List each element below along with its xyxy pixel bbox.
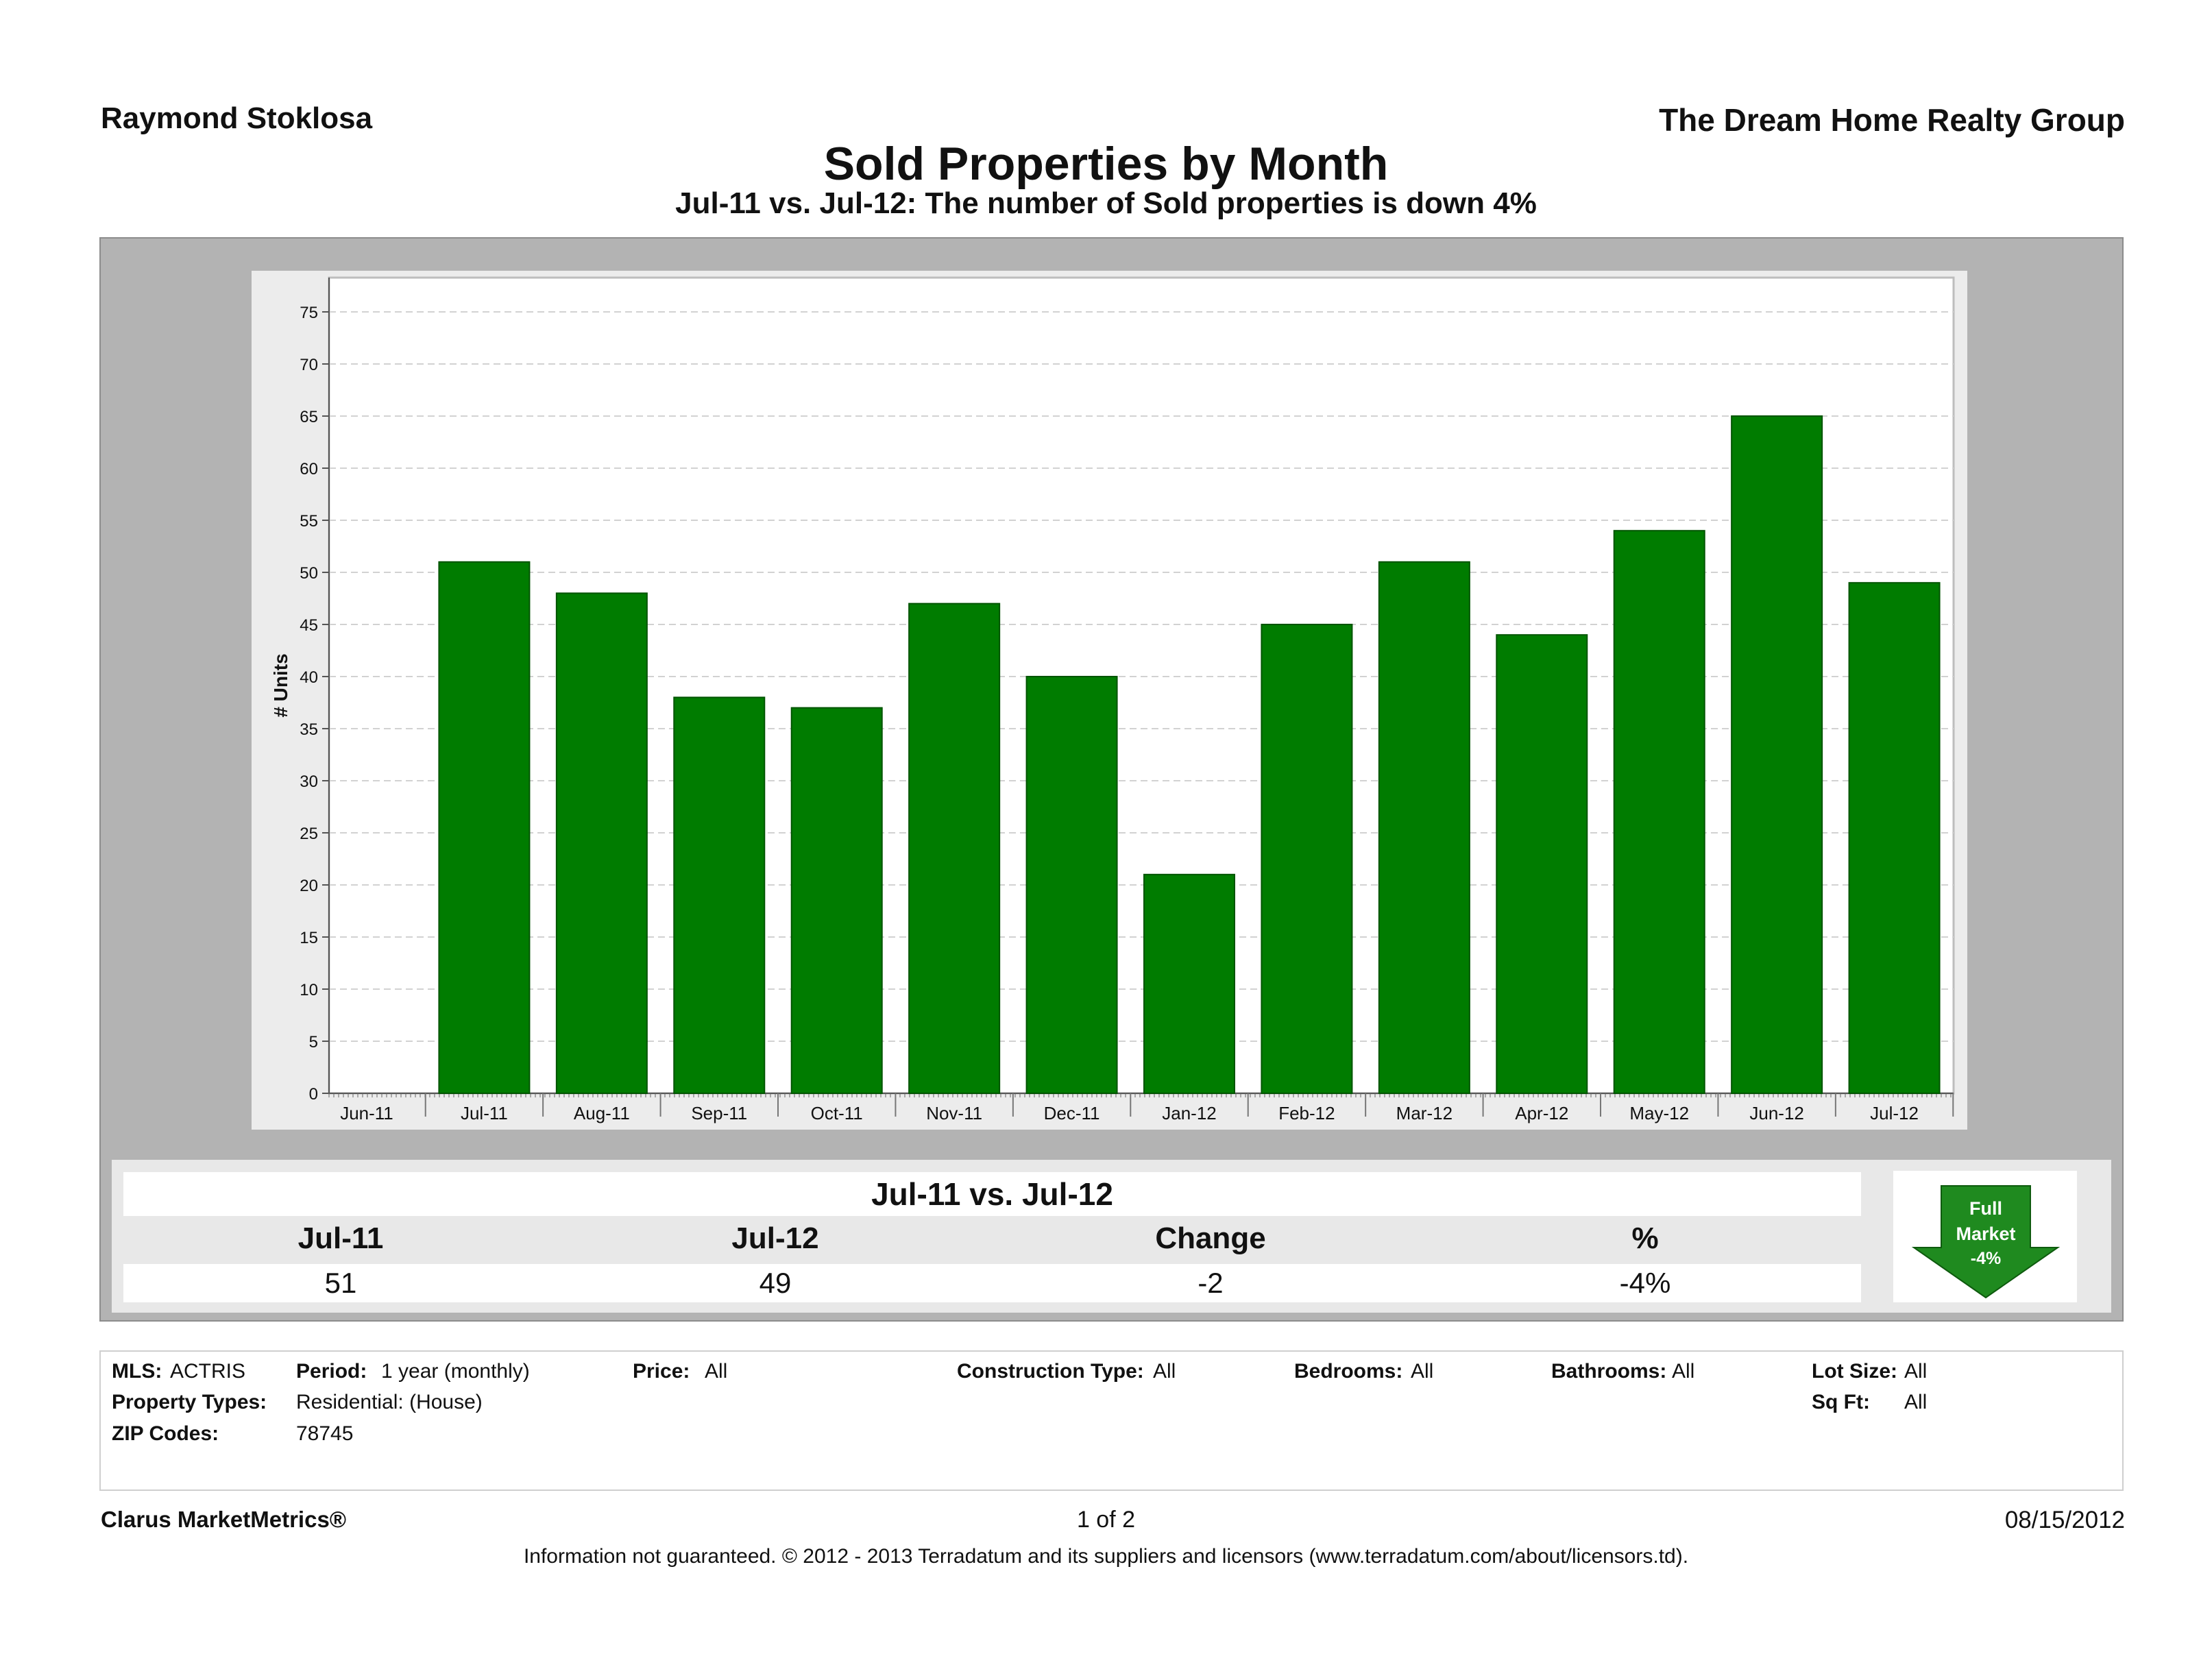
bar [1496,634,1588,1094]
bedrooms-label: Bedrooms: [1294,1360,1403,1383]
mls-value: ACTRIS [170,1360,246,1383]
x-tick-label: Jun-12 [1749,1103,1804,1123]
x-tick-label: Aug-11 [574,1103,630,1123]
y-tick-label: 10 [300,981,318,999]
report-title: Sold Properties by Month [823,138,1389,190]
bathrooms-label: Bathrooms: [1551,1360,1667,1383]
summary-prev-value: 51 [324,1267,357,1299]
property-types-label: Property Types: [112,1391,267,1413]
price-label: Price: [633,1360,690,1383]
period-label: Period: [296,1360,367,1383]
badge-arrow-shape [1911,1185,2061,1299]
bedrooms-value: All [1411,1360,1434,1383]
company-name: The Dream Home Realty Group [1659,102,2125,138]
bar [1378,561,1470,1094]
summary-values-row [123,1264,1861,1302]
badge-line-2: Market [1956,1224,2015,1244]
bar-chart: 0 5 10 15 20 25 30 35 40 45 50 55 60 65 70 75 # Units Jun… [270,276,1955,1123]
y-tick-label: 35 [300,720,318,739]
bar [1613,530,1705,1094]
y-tick-label: 60 [300,460,318,478]
zip-codes-label: ZIP Codes: [112,1422,219,1445]
y-tick-label: 20 [300,877,318,895]
bar [1143,873,1235,1094]
badge-line-1: Full [1969,1198,2002,1219]
summary-col-prev-label: Jul-11 [297,1221,384,1255]
bar [1025,676,1118,1094]
summary-heading: Jul-11 vs. Jul-12 [123,1172,1861,1216]
y-tick-label: 15 [300,929,318,947]
sqft-value: All [1904,1391,1928,1413]
price-value: All [705,1360,728,1383]
zip-codes-value: 78745 [296,1422,354,1445]
y-tick-label: 30 [300,773,318,791]
bar [790,707,883,1094]
x-tick-label: Dec-11 [1044,1103,1100,1123]
bar [1848,582,1941,1094]
y-tick-label: 40 [300,668,318,687]
bathrooms-value: All [1672,1360,1695,1383]
property-types-value: Residential: (House) [296,1391,483,1413]
bar [1731,415,1823,1094]
summary-col-curr-label: Jul-12 [731,1221,819,1255]
construction-label: Construction Type: [957,1360,1144,1383]
period-value: 1 year (monthly) [381,1360,530,1383]
disclaimer: Information not guaranteed. © 2012 - 201… [523,1545,1689,1568]
summary-change-value: -2 [1198,1267,1224,1299]
y-tick-label: 70 [300,356,318,374]
x-tick-label: Nov-11 [926,1103,982,1123]
y-tick-label: 5 [309,1033,318,1051]
x-tick-label: Sep-11 [691,1103,747,1123]
report-subtitle: Jul-11 vs. Jul-12: The number of Sold pr… [675,186,1537,220]
y-tick-label: 0 [309,1085,318,1104]
badge-line-3: -4% [1971,1249,2001,1268]
x-tick-label: Jun-11 [340,1103,393,1123]
x-tick-label: Feb-12 [1278,1103,1335,1123]
y-tick-label: 55 [300,512,318,531]
y-tick-label: 65 [300,408,318,426]
y-tick-label: 50 [300,564,318,583]
x-tick-label: Jul-11 [461,1103,508,1123]
agent-name: Raymond Stoklosa [101,101,373,135]
filter-panel [99,1350,2124,1491]
summary-curr-value: 49 [759,1267,792,1299]
report-date: 08/15/2012 [2004,1507,2125,1533]
sqft-label: Sq Ft: [1812,1391,1870,1413]
lotsize-label: Lot Size: [1812,1360,1897,1383]
down-arrow-icon: Full Market -4% [1911,1185,2061,1299]
x-tick-label: Jan-12 [1162,1103,1217,1123]
x-tick-label: Mar-12 [1396,1103,1453,1123]
bar [908,603,1001,1095]
mls-label: MLS: [112,1360,162,1383]
y-tick-label: 75 [300,304,318,322]
page-indicator: 1 of 2 [1076,1507,1136,1533]
y-tick-label: 45 [300,616,318,635]
x-tick-label: Apr-12 [1515,1103,1568,1123]
summary-col-change-label: Change [1155,1221,1266,1255]
y-tick-label: 25 [300,825,318,843]
construction-value: All [1153,1360,1176,1383]
bar [555,592,648,1094]
y-axis-title: # Units [270,653,291,717]
x-tick-label: Jul-12 [1870,1103,1919,1123]
footer-brand: Clarus MarketMetrics® [101,1507,347,1532]
lotsize-value: All [1904,1360,1928,1383]
bar [438,561,531,1094]
x-tick-label: Oct-11 [811,1103,863,1123]
summary-pct-value: -4% [1619,1267,1671,1299]
x-tick-label: May-12 [1629,1103,1689,1123]
bar [673,696,766,1094]
summary-col-pct-label: % [1631,1221,1659,1255]
bar [1261,624,1353,1094]
